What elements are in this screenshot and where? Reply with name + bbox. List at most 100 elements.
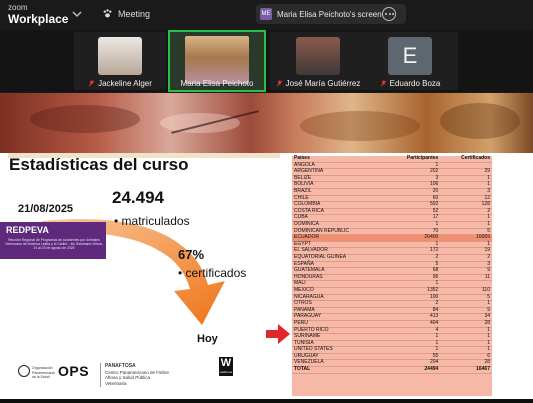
participants-cell: 404 xyxy=(384,320,441,328)
participant-video xyxy=(185,36,249,84)
certified-cell: 3 xyxy=(440,188,492,196)
sponsor-logos: Organización Panamericana de la Salud OP… xyxy=(18,363,248,388)
screen-tab-label: Maria Elisa Peichoto's screen xyxy=(277,9,382,19)
country-cell: PERU xyxy=(292,320,385,328)
participant-avatar: E xyxy=(388,37,432,75)
table-row: CHILE 60 12 xyxy=(292,195,492,203)
certified-cell: 11 xyxy=(440,274,492,282)
shared-screen-tab[interactable]: ME Maria Elisa Peichoto's screen xyxy=(256,4,406,24)
participant-name: Maria Elisa Peichoto xyxy=(180,79,254,88)
table-row: HONDURAS 96 11 xyxy=(292,274,492,282)
table-row: OTROS 2 1 xyxy=(292,300,492,308)
country-cell: ARGENTINA xyxy=(292,169,385,176)
certified-cell: 1 xyxy=(440,221,492,229)
table-row: DOMINICA 1 1 xyxy=(292,221,492,229)
slide-title: Estadísticas del curso xyxy=(9,155,189,174)
participants-cell: 52 xyxy=(384,208,441,216)
country-cell: ESPAÑA xyxy=(292,261,385,269)
chevron-down-icon[interactable] xyxy=(71,8,83,20)
paw-icon xyxy=(103,9,112,18)
table-row: COSTA RICA 52 2 xyxy=(292,208,492,216)
table-row: ARGENTINA 202 29 xyxy=(292,169,492,176)
certified-cell: 9 xyxy=(440,268,492,275)
participant-tile-maria-elisa[interactable]: Maria Elisa Peichoto xyxy=(168,30,266,92)
country-stats-table: Países Participantes Certificados ANGOLA… xyxy=(292,155,492,396)
country-cell: VENEZUELA xyxy=(292,360,385,368)
participants-cell: 1 xyxy=(384,221,441,229)
certified-cell: 16069 xyxy=(440,235,492,242)
certified-cell: 2 xyxy=(440,208,492,216)
participants-cell: 84 xyxy=(384,307,441,315)
certified-cell: 1 xyxy=(440,182,492,190)
certified-cell: 1 xyxy=(440,327,492,335)
participants-cell: 1 xyxy=(384,281,441,288)
certified-cell: 3 xyxy=(440,261,492,269)
table-row: EQUATORIAL GUINEA 2 2 xyxy=(292,254,492,262)
table-row: ESPAÑA 5 3 xyxy=(292,261,492,269)
participants-cell: 55 xyxy=(384,353,441,361)
course-date: 21/08/2025 xyxy=(18,203,74,215)
table-row: PUERTO RICO 4 1 xyxy=(292,327,492,335)
bottom-bar xyxy=(0,399,533,403)
table-row: CUBA 17 1 xyxy=(292,215,492,222)
certified-cell: 29 xyxy=(440,169,492,176)
participants-cell: 96 xyxy=(384,274,441,282)
country-cell: CUBA xyxy=(292,215,385,222)
participants-cell: 4 xyxy=(384,327,441,335)
certified-cell: 1 xyxy=(440,175,492,183)
country-cell: BELIZE xyxy=(292,175,385,183)
participant-tile-jackeline[interactable]: Jackeline Alger xyxy=(74,32,166,90)
certified-cell: 1 xyxy=(440,215,492,222)
country-cell: PUERTO RICO xyxy=(292,327,385,335)
certified-cell: 110 xyxy=(440,287,492,295)
logo-main: Workplace xyxy=(8,12,69,26)
col-header-participants: Participantes xyxy=(384,155,441,163)
participants-cell: 20 xyxy=(384,188,441,196)
table-row: EGYPT 1 1 xyxy=(292,241,492,249)
participants-cell: 3 xyxy=(384,175,441,183)
table-row: SURINAME 1 1 xyxy=(292,333,492,341)
certified-cell: 1 xyxy=(440,333,492,341)
meeting-tab[interactable]: Meeting xyxy=(102,8,150,19)
participants-cell: 172 xyxy=(384,248,441,255)
country-cell: HONDURAS xyxy=(292,274,385,282)
participants-cell: 1 xyxy=(384,241,441,249)
enrolled-value: 24.494 xyxy=(112,188,164,207)
table-row: NICARAGUA 100 5 xyxy=(292,294,492,302)
participants-cell: 1352 xyxy=(384,287,441,295)
table-row: TUNISIA 1 1 xyxy=(292,340,492,348)
certified-cell xyxy=(440,162,492,170)
screen-owner-avatar: ME xyxy=(260,8,272,20)
participants-cell: 68 xyxy=(384,268,441,275)
participant-video xyxy=(98,37,142,75)
table-row: VENEZUELA 204 28 xyxy=(292,360,492,368)
participants-strip: Jackeline Alger Maria Elisa Peichoto Jos… xyxy=(0,30,533,92)
participant-tile-eduardo[interactable]: E Eduardo Boza xyxy=(362,32,458,90)
participants-cell: 5 xyxy=(384,261,441,269)
country-cell: PARAGUAY xyxy=(292,314,385,321)
country-cell: COLOMBIA xyxy=(292,202,385,209)
participant-tile-jose-maria[interactable]: José María Gutiérrez xyxy=(270,32,366,90)
country-cell: GUATEMALA xyxy=(292,268,385,275)
table-row: BRAZIL 20 3 xyxy=(292,188,492,196)
table-row: PARAGUAY 413 34 xyxy=(292,314,492,321)
participant-name: José María Gutiérrez xyxy=(285,79,361,88)
table-row: BOLIVIA 106 1 xyxy=(292,182,492,190)
more-icon[interactable] xyxy=(382,7,396,21)
participants-cell: 1 xyxy=(384,347,441,354)
title-underline xyxy=(8,153,280,158)
mic-muted-icon xyxy=(380,80,387,87)
certified-cell: 28 xyxy=(440,360,492,368)
table-row: URUGUAY 55 6 xyxy=(292,353,492,361)
participants-cell: 24494 xyxy=(384,366,441,374)
participant-name: Eduardo Boza xyxy=(389,79,441,88)
certified-cell: 1 xyxy=(440,241,492,249)
panaftosa-logo: PANAFTOSA Centro Panamericano de Fiebre … xyxy=(100,363,170,388)
certified-cell: 19 xyxy=(440,248,492,255)
participants-cell: 413 xyxy=(384,314,441,321)
mic-muted-icon xyxy=(88,80,95,87)
enrolled-label: • matriculados xyxy=(114,214,190,228)
table-row: COLOMBIA 592 128 xyxy=(292,202,492,209)
table-total-row: TOTAL 24494 16467 xyxy=(292,366,492,374)
wellcome-logo: W wellcome xyxy=(219,357,233,376)
